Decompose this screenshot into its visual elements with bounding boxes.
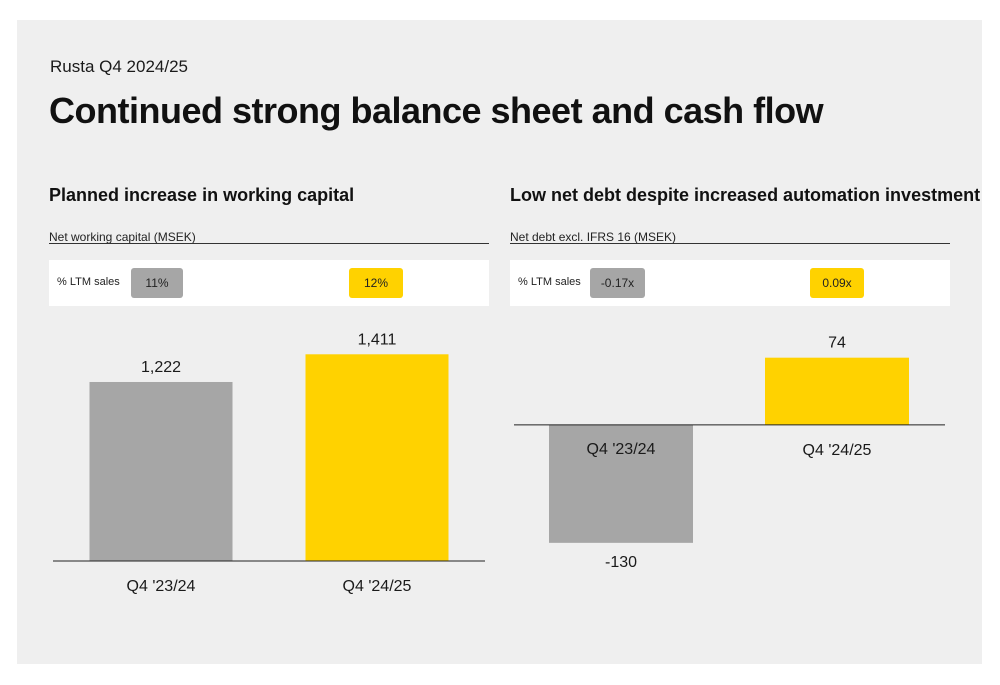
bar bbox=[89, 381, 233, 561]
kpi-strip: % LTM sales 11% 12% bbox=[49, 260, 489, 306]
working-capital-chart: 1,222 Q4 '23/24 1,411 Q4 '24/25 bbox=[53, 331, 485, 595]
panel-title: Low net debt despite increased automatio… bbox=[510, 185, 981, 205]
subtitle-divider bbox=[510, 243, 950, 244]
page-title: Continued strong balance sheet and cash … bbox=[49, 90, 824, 131]
value-label: 1,411 bbox=[358, 331, 397, 348]
kpi-curr-badge: 12% bbox=[349, 268, 403, 298]
subtitle-divider bbox=[49, 243, 489, 244]
working-capital-panel: Planned increase in working capital Net … bbox=[49, 185, 494, 605]
chart-subtitle: Net debt excl. IFRS 16 (MSEK) bbox=[510, 230, 677, 244]
category-label: Q4 '24/25 bbox=[803, 442, 872, 459]
kpi-label: % LTM sales bbox=[518, 276, 581, 288]
chart-subtitle: Net working capital (MSEK) bbox=[49, 230, 196, 244]
category-label: Q4 '23/24 bbox=[127, 578, 196, 595]
value-label: 1,222 bbox=[141, 359, 181, 376]
category-label: Q4 '23/24 bbox=[587, 441, 656, 458]
report-overline: Rusta Q4 2024/25 bbox=[50, 57, 188, 76]
kpi-curr-badge: 0.09x bbox=[810, 268, 864, 298]
panel-title: Planned increase in working capital bbox=[49, 185, 355, 205]
net-debt-panel: Low net debt despite increased automatio… bbox=[510, 185, 980, 605]
kpi-strip: % LTM sales -0.17x 0.09x bbox=[510, 260, 950, 306]
bar bbox=[549, 424, 693, 543]
value-label: 74 bbox=[828, 335, 846, 352]
value-label: -130 bbox=[605, 554, 637, 571]
bar bbox=[305, 354, 449, 561]
kpi-prev-badge: -0.17x bbox=[590, 268, 645, 298]
bar bbox=[765, 357, 909, 425]
kpi-prev-badge: 11% bbox=[131, 268, 183, 298]
category-label: Q4 '24/25 bbox=[343, 578, 412, 595]
net-debt-chart: -130 Q4 '23/24 74 Q4 '24/25 bbox=[514, 335, 945, 571]
kpi-label: % LTM sales bbox=[57, 276, 120, 288]
